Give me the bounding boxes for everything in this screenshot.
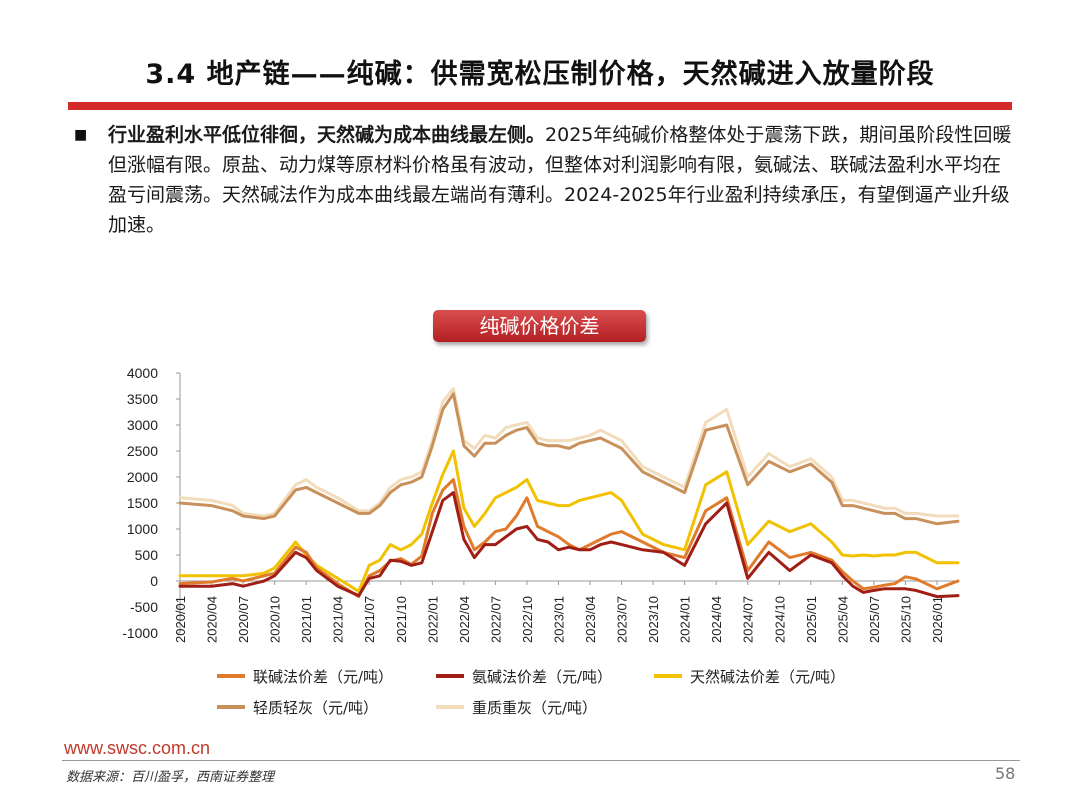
y-tick-label: 1000 [127, 521, 158, 537]
legend-label: 重质重灰（元/吨） [472, 699, 597, 717]
y-tick-label: 3000 [127, 417, 158, 433]
page-title: 3.4 地产链——纯碱：供需宽松压制价格，天然碱进入放量阶段 [145, 59, 935, 90]
y-tick-label: 500 [135, 547, 159, 563]
series-line-0 [178, 478, 960, 599]
x-tick-label: 2025/10 [898, 596, 913, 643]
legend-label: 联碱法价差（元/吨） [253, 668, 393, 686]
x-tick-label: 2025/07 [867, 596, 882, 643]
x-tick-label: 2023/01 [551, 596, 566, 643]
x-tick-label: 2026/01 [930, 596, 945, 643]
x-tick-label: 2020/01 [173, 596, 188, 643]
x-tick-label: 2024/01 [678, 596, 693, 643]
x-tick-label: 2021/04 [331, 596, 346, 643]
bullet-marker: ■ [74, 127, 88, 143]
x-tick-label: 2021/10 [394, 596, 409, 643]
x-tick-label: 2023/04 [583, 596, 598, 643]
x-tick-label: 2020/10 [268, 596, 283, 643]
y-tick-label: 0 [150, 573, 158, 589]
series-line-3 [178, 392, 960, 526]
x-tick-label: 2022/04 [457, 596, 472, 643]
summary-bold-lead: 行业盈利水平低位徘徊，天然碱为成本曲线最左侧。 [108, 124, 546, 146]
series-line-2 [178, 449, 960, 593]
x-tick-label: 2021/07 [362, 596, 377, 643]
x-tick-label: 2020/07 [236, 596, 251, 643]
x-tick-label: 2024/07 [741, 596, 756, 643]
legend-label: 氨碱法价差（元/吨） [472, 668, 612, 686]
page-number: 58 [995, 764, 1016, 783]
x-tick-label: 2022/07 [488, 596, 503, 643]
x-tick-label: 2025/04 [835, 596, 850, 643]
y-tick-label: 4000 [127, 365, 158, 381]
x-tick-label: 2025/01 [804, 596, 819, 643]
y-tick-label: -1000 [122, 625, 158, 641]
x-tick-label: 2024/10 [772, 596, 787, 643]
x-tick-label: 2023/07 [615, 596, 630, 643]
legend-label: 天然碱法价差（元/吨） [690, 668, 845, 686]
y-tick-label: 3500 [127, 391, 158, 407]
summary-paragraph: 行业盈利水平低位徘徊，天然碱为成本曲线最左侧。2025年纯碱价格整体处于震荡下跌… [108, 120, 1013, 240]
legend-label: 轻质轻灰（元/吨） [253, 699, 378, 717]
title-underline [68, 102, 1012, 110]
footer-divider [62, 760, 1020, 761]
y-tick-label: 2000 [127, 469, 158, 485]
x-tick-label: 2020/04 [205, 596, 220, 643]
y-tick-label: 1500 [127, 495, 158, 511]
series-line-4 [178, 387, 960, 518]
y-tick-label: -500 [130, 599, 158, 615]
chart-title: 纯碱价格价差 [433, 310, 646, 342]
data-source: 数据来源：百川盈孚，西南证券整理 [66, 770, 275, 785]
x-tick-label: 2022/01 [425, 596, 440, 643]
x-tick-label: 2022/10 [520, 596, 535, 643]
x-tick-label: 2024/04 [709, 596, 724, 643]
x-tick-label: 2021/01 [299, 596, 314, 643]
summary-body: 2025年纯碱价格整体处于震荡下跌，期间虽阶段性回暖但涨幅有限。原盐、动力煤等原… [108, 124, 1012, 236]
website-url[interactable]: www.swsc.com.cn [64, 738, 211, 758]
series-line-1 [178, 491, 960, 599]
y-tick-label: 2500 [127, 443, 158, 459]
x-tick-label: 2023/10 [646, 596, 661, 643]
